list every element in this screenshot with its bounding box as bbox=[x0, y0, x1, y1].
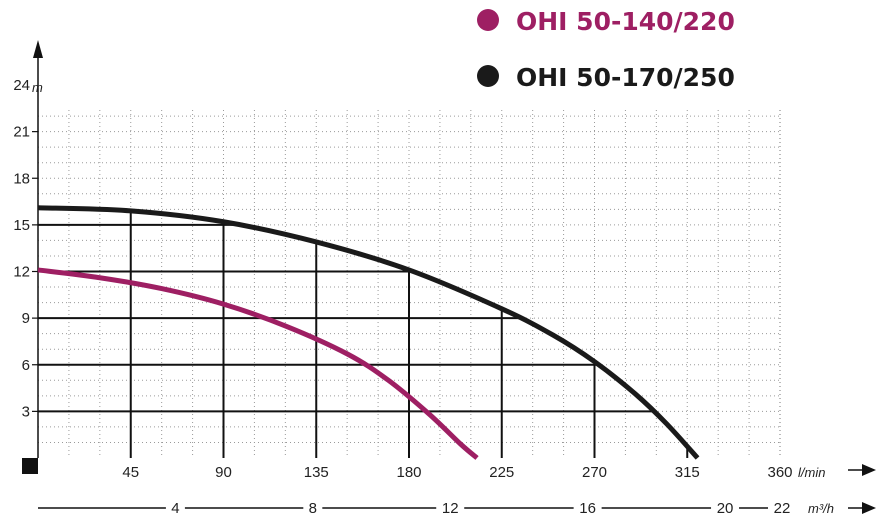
x2-tick-label: 8 bbox=[309, 500, 317, 517]
y-unit-label: m bbox=[32, 80, 43, 95]
y-tick-label: 21 bbox=[13, 124, 30, 141]
x2-axis-arrow bbox=[862, 502, 876, 514]
curves bbox=[37, 205, 700, 460]
x2-tick-label: 4 bbox=[171, 500, 179, 517]
axes bbox=[22, 40, 876, 514]
legend-label: OHI 50-170/250 bbox=[516, 63, 735, 92]
legend-label: OHI 50-140/220 bbox=[516, 7, 735, 36]
y-tick-label: 9 bbox=[22, 310, 30, 327]
legend-marker bbox=[477, 65, 499, 87]
y-tick-label: 15 bbox=[13, 217, 30, 234]
x-tick-label: 180 bbox=[396, 464, 421, 481]
y-tick-label: 6 bbox=[22, 357, 30, 374]
x2-tick-label: 22 bbox=[774, 500, 791, 517]
tick-labels: 3 6 9 12 15 18 21 24 m 45 90 135 180 225 270 315 360 l/mi… bbox=[13, 77, 834, 517]
x-axis-arrow bbox=[862, 464, 876, 476]
x-tick-label: 360 bbox=[767, 464, 792, 481]
curve-ohi-50-170-250 bbox=[37, 205, 700, 460]
x-tick-label: 225 bbox=[489, 464, 514, 481]
x-tick-label: 45 bbox=[122, 464, 139, 481]
curve-ohi-50-140-220 bbox=[37, 267, 479, 460]
y-tick-label: 3 bbox=[22, 403, 30, 420]
y-axis-arrow bbox=[33, 40, 43, 58]
major-gridlines bbox=[38, 210, 689, 458]
origin-marker bbox=[22, 458, 38, 474]
y-tick-label: 12 bbox=[13, 264, 30, 281]
x-tick-label: 315 bbox=[675, 464, 700, 481]
legend: OHI 50-140/220 OHI 50-170/250 bbox=[477, 7, 735, 92]
x-tick-label: 90 bbox=[215, 464, 232, 481]
legend-marker bbox=[477, 9, 499, 31]
y-tick-label: 18 bbox=[13, 170, 30, 187]
x-tick-label: 270 bbox=[582, 464, 607, 481]
y-tick-label: 24 bbox=[13, 77, 30, 94]
x2-tick-label: 16 bbox=[579, 500, 596, 517]
x2-tick-label: 20 bbox=[717, 500, 734, 517]
x-unit-label: l/min bbox=[798, 465, 825, 480]
x-tick-label: 135 bbox=[304, 464, 329, 481]
x2-tick-label: 12 bbox=[442, 500, 459, 517]
x2-unit-label: m³/h bbox=[808, 501, 834, 516]
